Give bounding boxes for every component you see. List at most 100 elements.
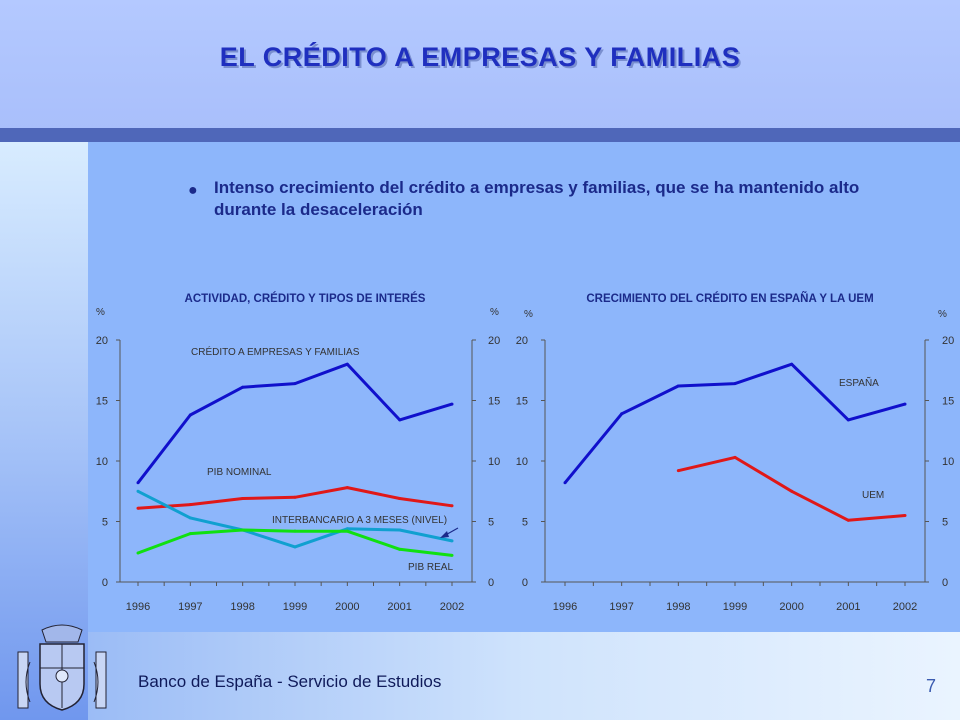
data-point	[450, 539, 454, 543]
series-label: UEM	[862, 490, 884, 501]
series-label: PIB REAL	[408, 562, 453, 573]
x-tick-label: 1997	[178, 601, 202, 613]
coat-of-arms-icon	[17, 624, 107, 711]
annotation-arrowhead	[440, 531, 449, 538]
data-point	[563, 481, 567, 485]
page-number: 7	[926, 676, 937, 696]
data-point	[136, 551, 140, 555]
y-tick-label-left: 0	[102, 577, 108, 589]
y-tick-label-left: 0	[522, 577, 528, 589]
y-unit-right: %	[938, 309, 947, 320]
x-tick-label: 2000	[335, 601, 359, 613]
data-point	[903, 402, 907, 406]
data-point	[241, 385, 245, 389]
data-point	[733, 455, 737, 459]
x-tick-label: 1997	[609, 601, 633, 613]
data-point	[136, 489, 140, 493]
data-point	[293, 382, 297, 386]
data-point	[790, 362, 794, 366]
series-label: CRÉDITO A EMPRESAS Y FAMILIAS	[191, 345, 360, 358]
data-point	[345, 529, 349, 533]
series-label: PIB NOMINAL	[207, 467, 272, 478]
chart-title: ACTIVIDAD, CRÉDITO Y TIPOS DE INTERÉS	[185, 292, 426, 305]
data-point	[450, 402, 454, 406]
data-point	[136, 481, 140, 485]
y-tick-label-right: 10	[942, 456, 954, 468]
data-point	[398, 547, 402, 551]
data-point	[293, 545, 297, 549]
data-point	[241, 497, 245, 501]
y-tick-label-left: 5	[102, 517, 108, 529]
x-tick-label: 1999	[283, 601, 307, 613]
data-point	[293, 495, 297, 499]
footer-band	[88, 632, 960, 720]
data-point	[846, 418, 850, 422]
header-stripe	[0, 128, 960, 142]
data-point	[345, 486, 349, 490]
y-tick-label-left: 15	[516, 396, 528, 408]
y-tick-label-right: 0	[488, 577, 494, 589]
data-point	[241, 528, 245, 532]
y-tick-label-right: 20	[488, 335, 500, 347]
header-band	[0, 0, 960, 130]
data-point	[398, 418, 402, 422]
data-point	[136, 506, 140, 510]
x-tick-label: 2000	[779, 601, 803, 613]
y-tick-label-right: 15	[942, 396, 954, 408]
data-point	[790, 489, 794, 493]
series-line-4	[137, 528, 453, 557]
y-tick-label-right: 20	[942, 335, 954, 347]
x-tick-label: 2002	[440, 601, 464, 613]
x-tick-label: 2001	[836, 601, 860, 613]
y-tick-label-left: 5	[522, 517, 528, 529]
data-point	[450, 504, 454, 508]
chart-title: CRECIMIENTO DEL CRÉDITO EN ESPAÑA Y LA U…	[586, 292, 873, 305]
y-unit-left: %	[524, 309, 533, 320]
y-tick-label-right: 10	[488, 456, 500, 468]
y-tick-label-left: 20	[516, 335, 528, 347]
y-unit-left: %	[96, 307, 105, 318]
x-tick-label: 1996	[126, 601, 150, 613]
y-tick-label-left: 10	[96, 456, 108, 468]
x-tick-label: 1998	[666, 601, 690, 613]
series-line-2	[677, 455, 906, 522]
data-point	[293, 529, 297, 533]
data-point	[188, 503, 192, 507]
series-line-1	[136, 362, 453, 484]
data-point	[676, 469, 680, 473]
y-tick-label-left: 20	[96, 335, 108, 347]
y-tick-label-left: 15	[96, 396, 108, 408]
bullet-text: Intenso crecimiento del crédito a empres…	[214, 178, 860, 219]
data-point	[676, 384, 680, 388]
series-label: INTERBANCARIO A 3 MESES (NIVEL)	[272, 515, 447, 526]
data-point	[903, 513, 907, 517]
data-point	[620, 412, 624, 416]
y-unit-right: %	[490, 307, 499, 318]
y-tick-label-right: 5	[942, 517, 948, 529]
data-point	[188, 516, 192, 520]
x-tick-label: 1996	[553, 601, 577, 613]
series-label: ESPAÑA	[839, 376, 879, 389]
slide-title: EL CRÉDITO A EMPRESAS Y FAMILIAS	[219, 42, 741, 72]
data-point	[188, 532, 192, 536]
data-point	[398, 497, 402, 501]
x-tick-label: 1999	[723, 601, 747, 613]
y-tick-label-right: 5	[488, 517, 494, 529]
data-point	[345, 362, 349, 366]
y-tick-label-right: 0	[942, 577, 948, 589]
data-point	[398, 528, 402, 532]
data-point	[733, 382, 737, 386]
data-point	[846, 518, 850, 522]
data-point	[450, 553, 454, 557]
left-band	[0, 142, 88, 720]
x-tick-label: 1998	[230, 601, 254, 613]
y-tick-label-left: 10	[516, 456, 528, 468]
x-tick-label: 2002	[893, 601, 917, 613]
footer-text: Banco de España - Servicio de Estudios	[138, 672, 442, 691]
data-point	[188, 413, 192, 417]
data-point	[345, 527, 349, 531]
y-tick-label-right: 15	[488, 396, 500, 408]
x-tick-label: 2001	[387, 601, 411, 613]
bullet-icon: ●	[188, 182, 198, 199]
